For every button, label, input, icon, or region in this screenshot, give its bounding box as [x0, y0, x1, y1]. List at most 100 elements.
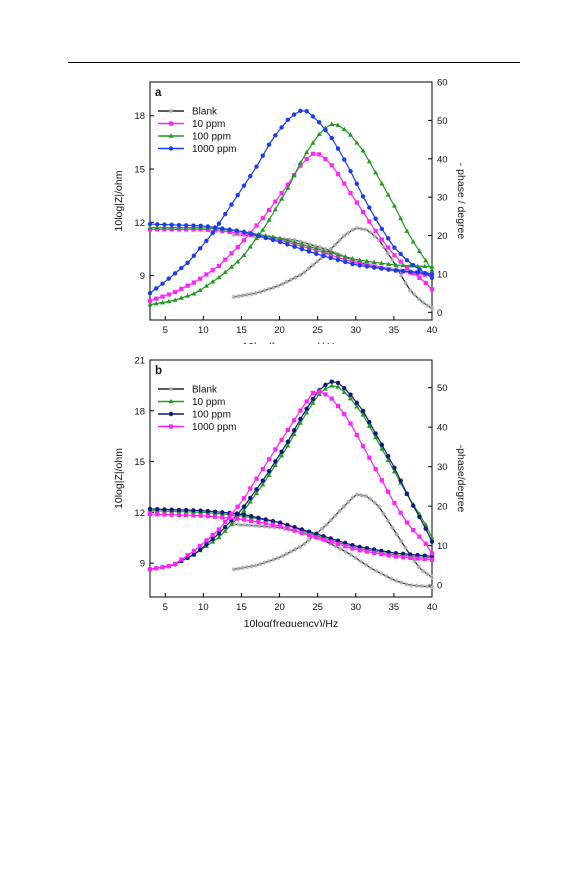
impedance-point — [393, 262, 399, 267]
impedance-point — [321, 537, 326, 542]
x-tick-label: 40 — [427, 325, 438, 336]
impedance-point — [306, 243, 312, 249]
impedance-point — [306, 529, 312, 534]
phase-point — [280, 281, 285, 287]
impedance-point — [404, 582, 409, 587]
impedance-point — [335, 255, 341, 260]
x-tick-label: 5 — [163, 602, 168, 613]
impedance-point — [277, 235, 283, 241]
phase-point — [390, 257, 395, 263]
phase-point — [304, 399, 309, 404]
phase-point — [372, 500, 377, 505]
phase-point — [323, 127, 328, 133]
phase-point — [254, 490, 260, 496]
y-right-tick-label: 20 — [437, 231, 448, 242]
phase-point — [272, 206, 278, 212]
impedance-point — [297, 239, 303, 244]
phase-point — [229, 251, 234, 256]
phase-point — [379, 237, 384, 242]
phase-point — [398, 215, 404, 221]
impedance-point — [263, 521, 268, 526]
phase-point — [248, 173, 253, 179]
impedance-point — [246, 523, 252, 528]
legend-marker — [168, 398, 174, 404]
panel-label: b — [155, 365, 162, 377]
phase-point — [390, 525, 395, 530]
phase-point — [373, 216, 378, 221]
x-tick-label: 25 — [312, 325, 323, 336]
impedance-point — [162, 512, 167, 517]
impedance-point — [299, 246, 305, 252]
chart-panel-a: 5 10 15 20 25 30 35 40 9 12 15 18 0 10 20 30 40 50 60 10log… — [113, 78, 467, 345]
x-tick-label: 30 — [350, 325, 361, 336]
phase-point — [260, 481, 266, 487]
legend-label: Blank — [192, 385, 218, 396]
phase-point — [172, 561, 178, 566]
phase-point — [412, 292, 417, 297]
phase-point — [273, 133, 278, 138]
phase-point — [216, 263, 222, 269]
phase-point — [291, 172, 297, 178]
impedance-point — [321, 247, 327, 253]
impedance-point — [314, 535, 319, 540]
phase-point — [360, 408, 366, 414]
phase-line — [149, 153, 433, 302]
impedance-point — [176, 222, 182, 228]
impedance-point — [321, 250, 326, 255]
phase-point — [368, 230, 373, 235]
impedance-point — [415, 552, 420, 558]
x-tick-label: 10 — [198, 602, 209, 613]
phase-point — [376, 237, 382, 243]
phase-point — [210, 532, 215, 538]
y-left-tick-label: 18 — [134, 111, 145, 122]
impedance-point — [363, 562, 369, 568]
phase-point — [248, 486, 253, 491]
impedance-point — [198, 508, 203, 513]
impedance-point — [272, 525, 277, 530]
phase-point — [291, 112, 297, 117]
phase-point — [329, 383, 335, 388]
x-tick-label: 40 — [427, 602, 438, 613]
phase-point — [363, 227, 369, 232]
impedance-point — [307, 242, 313, 247]
impedance-point — [191, 513, 196, 518]
phase-point — [398, 510, 403, 515]
phase-point — [417, 514, 422, 520]
phase-point — [223, 211, 228, 217]
phase-point — [323, 392, 328, 397]
phase-line — [233, 493, 433, 578]
impedance-point — [393, 554, 398, 559]
phase-point — [240, 565, 245, 571]
phase-point — [197, 287, 203, 292]
impedance-point — [400, 268, 406, 274]
phase-point — [394, 265, 399, 270]
phase-point — [254, 164, 259, 169]
phase-point — [404, 228, 410, 233]
phase-point — [197, 547, 203, 552]
y-left-tick-label: 12 — [134, 508, 145, 519]
impedance-point — [357, 548, 362, 553]
impedance-point — [262, 524, 267, 529]
phase-point — [335, 384, 341, 389]
phase-point — [297, 420, 303, 425]
impedance-point — [277, 520, 283, 525]
impedance-point — [393, 550, 399, 556]
phase-point — [360, 412, 366, 417]
phase-point — [429, 275, 435, 280]
impedance-point — [212, 509, 218, 514]
impedance-point — [368, 262, 374, 268]
phase-point — [285, 443, 291, 448]
phase-point — [429, 539, 435, 544]
phase-point — [279, 452, 285, 458]
phase-point — [231, 294, 237, 300]
impedance-line — [150, 227, 433, 268]
phase-point — [285, 427, 290, 433]
phase-point — [147, 302, 153, 307]
phase-point — [425, 303, 430, 308]
phase-point — [241, 504, 247, 509]
phase-point — [329, 135, 334, 141]
phase-point — [379, 478, 384, 483]
phase-point — [373, 169, 379, 175]
phase-point — [244, 292, 250, 297]
phase-point — [191, 280, 196, 285]
